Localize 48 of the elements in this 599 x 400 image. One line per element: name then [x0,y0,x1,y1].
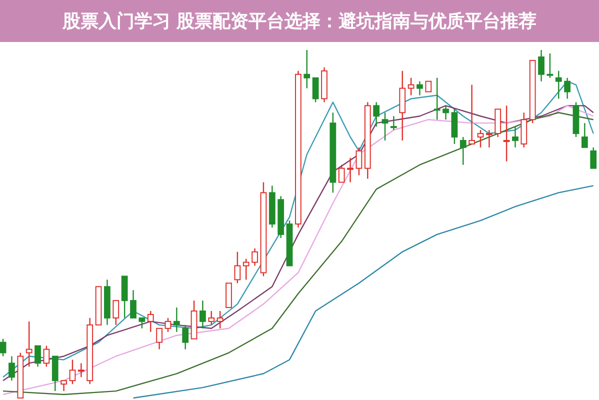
candlestick [69,359,76,385]
candlestick [304,49,310,89]
candlestick [200,300,206,329]
candlestick [182,324,189,350]
candlestick [442,105,449,120]
candlestick [173,306,180,332]
candlestick [216,310,224,329]
candlestick [347,157,354,183]
candlestick [78,362,84,378]
candlestick [26,320,32,368]
chart-title: 股票入门学习 股票配资平台选择：避坑指南与优质平台推荐 [61,11,537,32]
candlestick [164,317,172,332]
candlestick [242,258,250,280]
candlestick [590,146,597,169]
candlestick [138,317,146,329]
candlestick [477,129,484,148]
candlestick [546,52,554,78]
candlestick [434,77,440,120]
candlestick [34,345,41,368]
candlestick [468,84,476,145]
candlestick [0,338,6,357]
candlestick [538,49,544,82]
candlestick [147,310,154,332]
candlestick [564,77,571,100]
candlestick [373,102,380,128]
candlestick [338,164,345,183]
candlestick [382,112,388,142]
candlestick [408,77,414,96]
candlestick [8,356,15,382]
candlestick [156,328,162,350]
candlestick [252,248,258,266]
candlestick [130,290,136,319]
candlestick [486,129,492,148]
candlestick [460,136,466,166]
candlestick [425,80,432,92]
candlestick [356,146,362,176]
candlestick [390,116,397,131]
candlestick [43,345,50,368]
candlestick [112,300,120,326]
candlestick [555,70,562,100]
candlestick [416,80,423,96]
candlestick [503,105,510,162]
candlestick [512,126,518,148]
candlestick [312,77,319,103]
candlestick [60,380,67,392]
candlestick [208,310,215,326]
candlestick [234,251,241,284]
candlestick [581,122,588,148]
